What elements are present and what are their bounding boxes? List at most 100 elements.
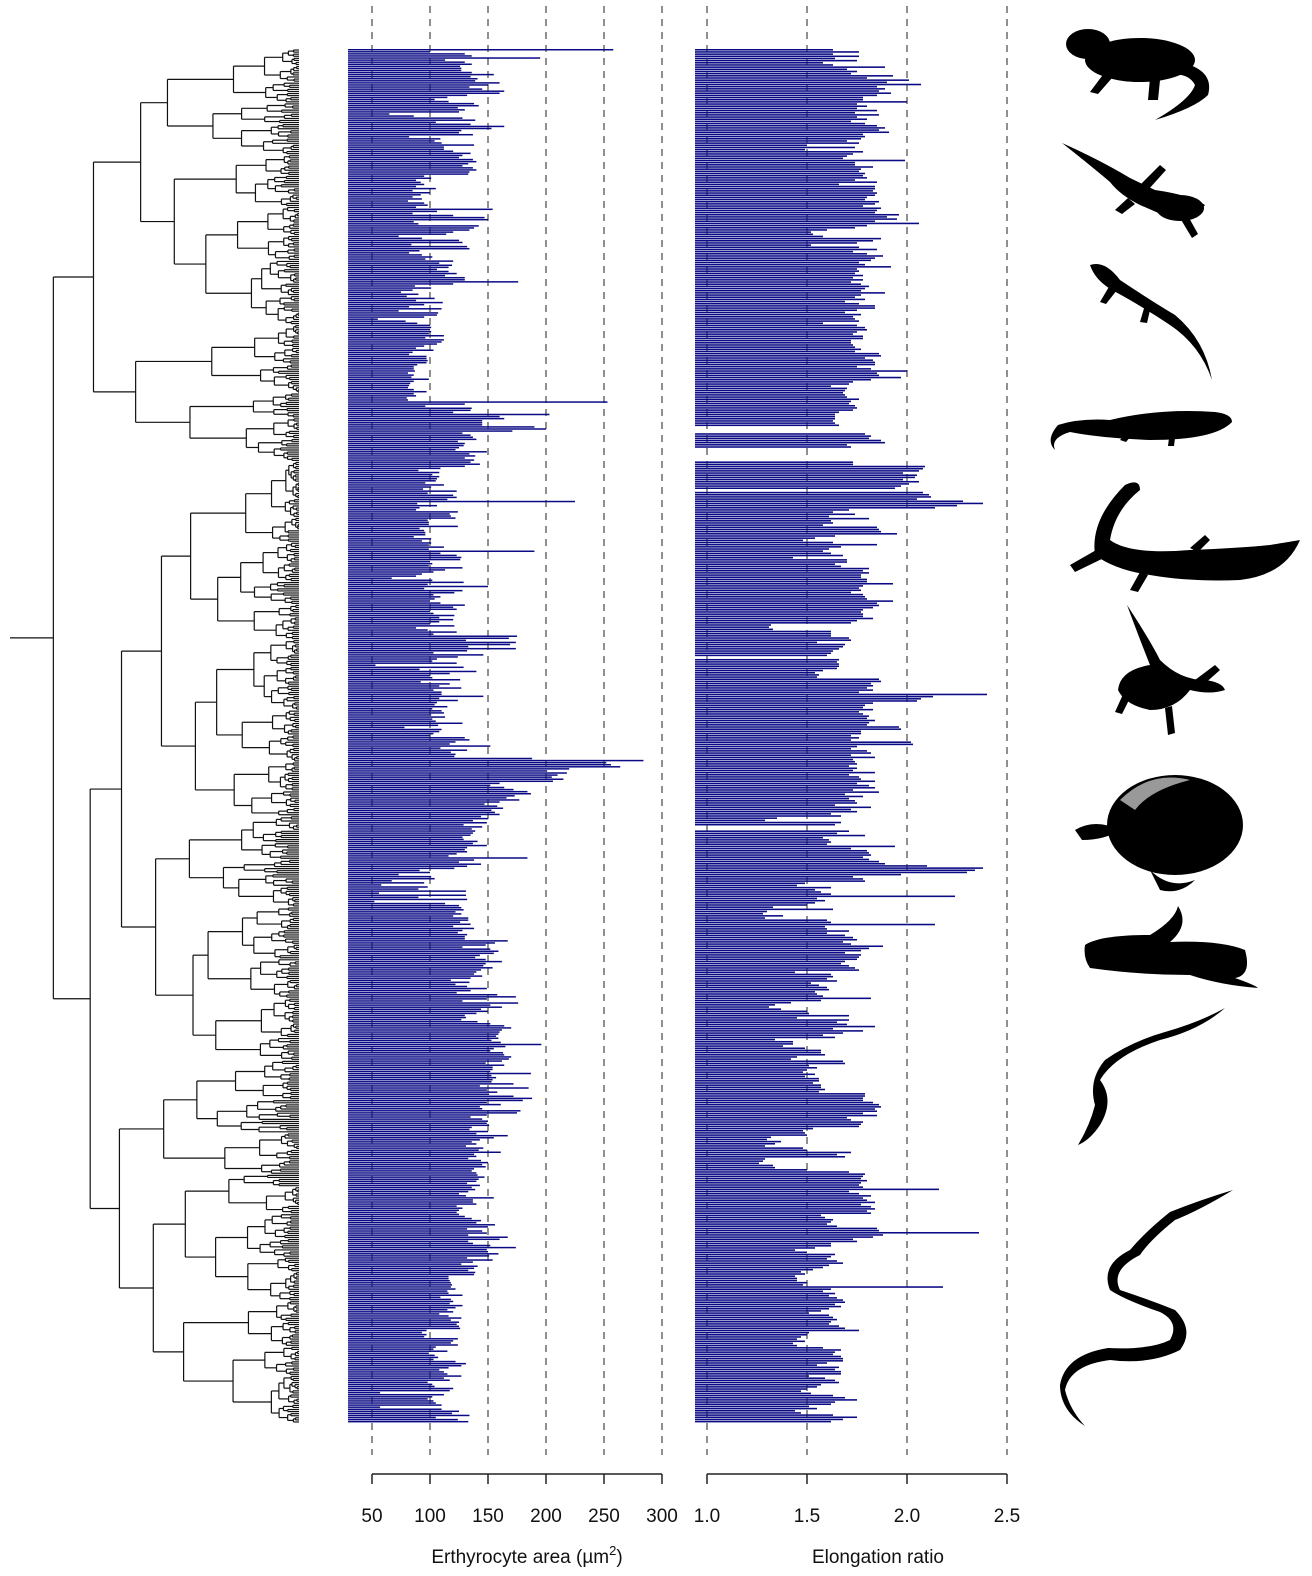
data-bar [348, 270, 449, 273]
data-bar [348, 1078, 493, 1081]
data-bar [695, 587, 859, 589]
data-bar [348, 996, 516, 998]
data-bar [695, 1030, 863, 1032]
data-bar [348, 1170, 472, 1172]
data-bar [695, 791, 879, 793]
data-bar [695, 915, 783, 917]
data-bar [348, 405, 426, 407]
data-bar [348, 1027, 512, 1029]
data-bar [695, 1416, 857, 1419]
data-bar [348, 763, 611, 766]
data-bar [348, 699, 458, 702]
data-bar [695, 1268, 813, 1271]
data-bar [695, 958, 857, 961]
data-bar [348, 645, 469, 648]
data-bar [695, 554, 843, 557]
data-bar [695, 993, 817, 995]
data-bar [348, 138, 441, 140]
data-bar [348, 759, 644, 762]
area-x-axis: 50 100 150 200 250 300 [361, 1473, 678, 1527]
data-bar [695, 624, 771, 626]
data-bar [348, 865, 468, 868]
data-bar [695, 661, 837, 663]
data-bar [695, 936, 853, 939]
data-bar [348, 809, 492, 812]
data-bar [348, 388, 414, 391]
data-bar [348, 1352, 429, 1355]
data-bar [695, 120, 851, 123]
data-bar [695, 424, 839, 427]
data-bar [695, 439, 881, 442]
data-bar [695, 1299, 843, 1301]
data-bar [348, 1273, 475, 1276]
data-bar [695, 213, 899, 216]
data-bar [695, 552, 831, 555]
data-bar [348, 832, 473, 834]
data-bar [695, 648, 839, 650]
data-bar [695, 1136, 771, 1139]
data-bar [695, 1110, 877, 1112]
data-bar [695, 383, 849, 385]
data-bar [348, 372, 408, 374]
data-bar [695, 784, 869, 787]
data-bar [348, 830, 476, 832]
data-bar [348, 1346, 436, 1348]
data-bar [695, 198, 865, 201]
data-bar [695, 884, 797, 887]
data-bar [695, 559, 847, 561]
data-bar [695, 161, 855, 164]
data-bar [695, 628, 773, 631]
data-bar [695, 359, 873, 361]
data-bar [695, 858, 869, 861]
data-bar [695, 111, 855, 114]
data-bar [348, 981, 470, 984]
data-bar [348, 1066, 493, 1069]
data-bar [695, 1182, 861, 1184]
phylogenetic-tree [10, 49, 299, 1423]
data-bar [348, 627, 417, 629]
data-bar [695, 695, 933, 698]
data-bar [695, 1409, 795, 1412]
data-bar [695, 1362, 827, 1364]
monitor-lizard-icon [1070, 482, 1300, 592]
data-bar [695, 997, 871, 1000]
data-bar [348, 324, 430, 327]
data-bar [348, 49, 614, 51]
data-bar [695, 1069, 807, 1071]
data-bar [348, 1093, 490, 1095]
data-bar [348, 877, 435, 880]
data-bar [348, 1292, 449, 1294]
data-bar [348, 171, 470, 173]
data-bar [348, 73, 494, 76]
data-bar [348, 1153, 475, 1156]
data-bar [695, 480, 919, 483]
data-bar [695, 865, 927, 867]
data-bar [695, 64, 833, 66]
data-bar [695, 1014, 849, 1017]
data-bar [695, 339, 851, 342]
data-bar [348, 1226, 488, 1228]
data-bar [695, 663, 839, 665]
data-bar [348, 536, 414, 538]
tick-label: 1.0 [694, 1506, 720, 1527]
data-bar [695, 793, 845, 796]
data-bar [348, 896, 419, 899]
data-bar [695, 179, 855, 181]
data-bar [695, 187, 875, 190]
data-bar [348, 461, 471, 463]
data-bar [348, 115, 414, 117]
data-bar [695, 1171, 849, 1173]
data-bar [348, 88, 483, 90]
data-bar [348, 243, 412, 246]
data-bar [348, 786, 505, 789]
data-bar [348, 1101, 487, 1104]
data-bar [695, 98, 863, 101]
data-bar [695, 717, 867, 720]
data-bar [695, 630, 831, 633]
data-bar [695, 613, 863, 615]
data-bar [348, 533, 426, 536]
data-bar [695, 747, 851, 750]
data-bar [695, 240, 873, 242]
data-bar [695, 782, 857, 785]
tick-label: 2.5 [994, 1506, 1020, 1527]
